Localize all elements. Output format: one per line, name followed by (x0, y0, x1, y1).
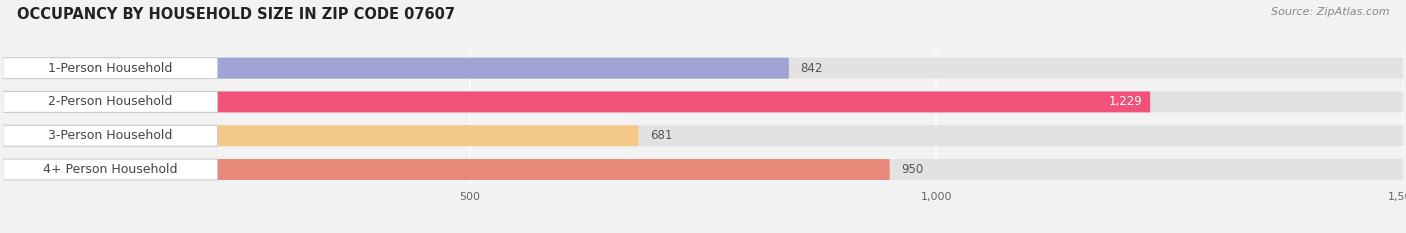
Text: 3-Person Household: 3-Person Household (48, 129, 173, 142)
FancyBboxPatch shape (3, 92, 1403, 112)
Text: 4+ Person Household: 4+ Person Household (44, 163, 177, 176)
FancyBboxPatch shape (3, 92, 1150, 112)
Text: OCCUPANCY BY HOUSEHOLD SIZE IN ZIP CODE 07607: OCCUPANCY BY HOUSEHOLD SIZE IN ZIP CODE … (17, 7, 456, 22)
Text: Source: ZipAtlas.com: Source: ZipAtlas.com (1271, 7, 1389, 17)
Text: 1-Person Household: 1-Person Household (48, 62, 173, 75)
Text: 2-Person Household: 2-Person Household (48, 96, 173, 108)
FancyBboxPatch shape (3, 125, 1403, 146)
Text: 842: 842 (800, 62, 823, 75)
Text: 681: 681 (650, 129, 672, 142)
FancyBboxPatch shape (3, 58, 1403, 79)
FancyBboxPatch shape (3, 125, 218, 146)
Text: 1,229: 1,229 (1109, 96, 1143, 108)
FancyBboxPatch shape (3, 159, 890, 180)
Text: 950: 950 (901, 163, 924, 176)
FancyBboxPatch shape (3, 125, 638, 146)
FancyBboxPatch shape (3, 58, 789, 79)
FancyBboxPatch shape (3, 159, 1403, 180)
FancyBboxPatch shape (3, 58, 218, 79)
FancyBboxPatch shape (3, 92, 218, 112)
FancyBboxPatch shape (3, 159, 218, 180)
